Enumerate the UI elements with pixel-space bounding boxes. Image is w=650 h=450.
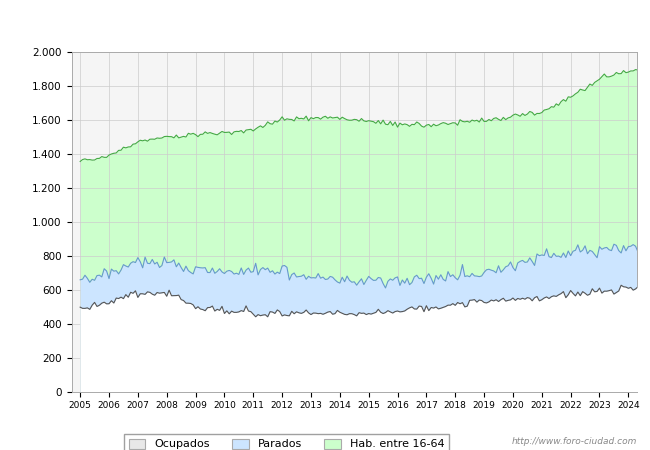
Text: Pelayos de la Presa - Evolucion de la poblacion en edad de Trabajar Noviembre de: Pelayos de la Presa - Evolucion de la po… bbox=[66, 17, 584, 30]
Text: http://www.foro-ciudad.com: http://www.foro-ciudad.com bbox=[512, 436, 637, 446]
Legend: Ocupados, Parados, Hab. entre 16-64: Ocupados, Parados, Hab. entre 16-64 bbox=[124, 434, 448, 450]
